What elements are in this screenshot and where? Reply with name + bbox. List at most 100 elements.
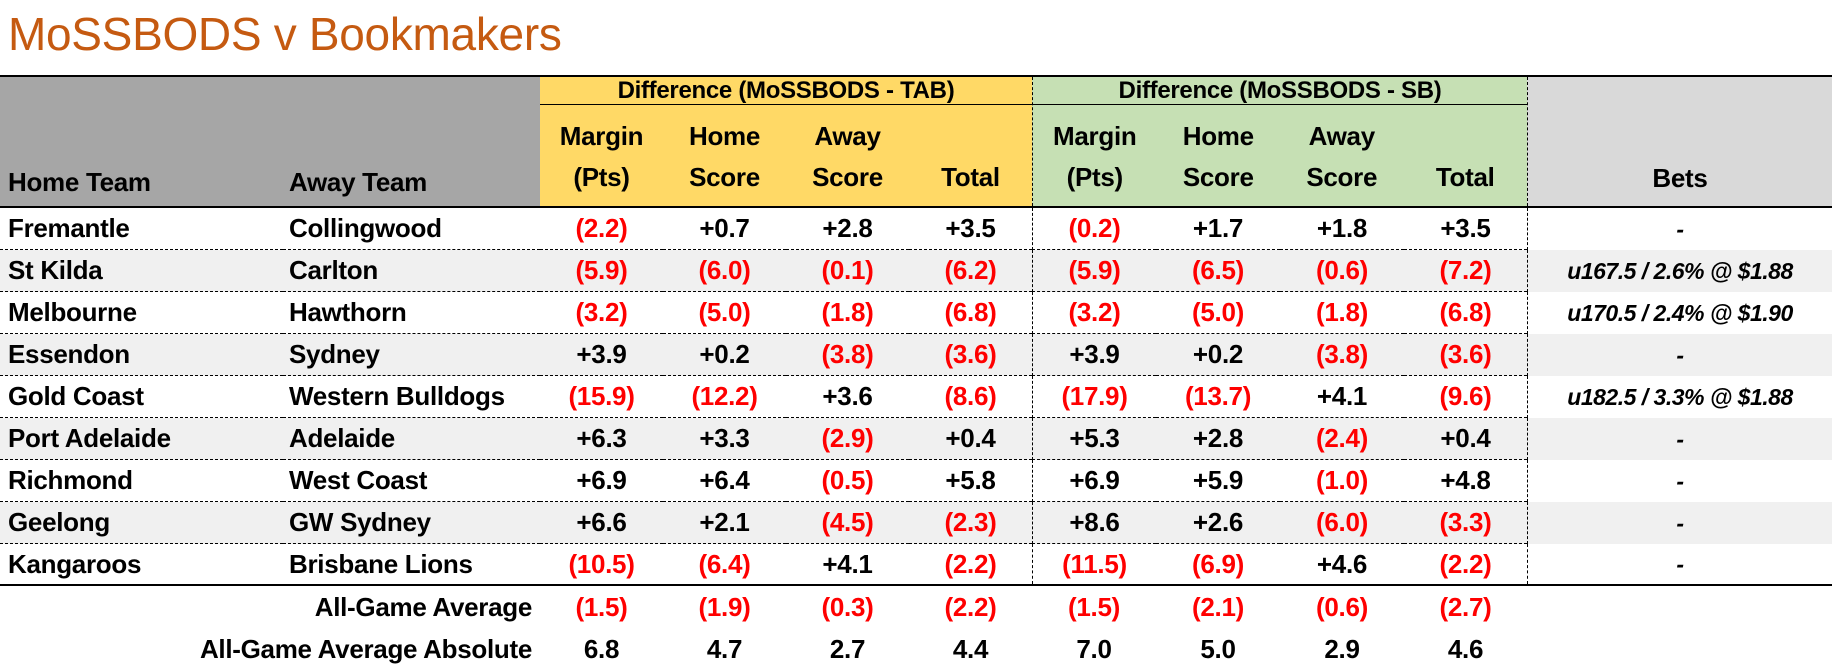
sb-total-cell: (7.2) (1404, 250, 1527, 292)
sb-home-score-cell: (13.7) (1156, 376, 1280, 418)
tab-home-score-cell: +6.4 (663, 460, 786, 502)
sb-margin-cell: +3.9 (1032, 334, 1156, 376)
home-team-cell: Kangaroos (8, 548, 142, 579)
home-team-cell: Essendon (0, 334, 283, 376)
sb-away-score-cell: +1.8 (1280, 208, 1404, 250)
table-row: Kangaroos Brisbane Lions (10.5) (6.4) +4… (0, 544, 1832, 586)
tab-margin-cell: (2.2) (540, 208, 663, 250)
tab-total-cell: (2.3) (909, 502, 1032, 544)
sb-margin-cell: (5.9) (1032, 250, 1156, 292)
sb-total-header: Total (1435, 162, 1495, 192)
sb-total-cell: +4.8 (1404, 460, 1527, 502)
tab-margin-cell: 6.8 (583, 633, 620, 664)
tab-away-score-cell: 2.7 (829, 633, 866, 664)
tab-home-score-cell: +0.7 (663, 208, 786, 250)
average-absolute-row: All-Game Average Absolute 6.8 4.7 2.7 4.… (0, 628, 1832, 669)
sb-home-score-cell: (2.1) (1192, 591, 1244, 622)
tab-home-score-cell: 4.7 (706, 633, 743, 664)
bet-cell: - (1527, 334, 1832, 376)
bets-header: Bets (1527, 77, 1832, 206)
tab-margin-cell: (3.2) (540, 292, 663, 334)
sb-home-score-cell: +1.7 (1156, 208, 1280, 250)
tab-away-score-cell: +2.8 (786, 208, 909, 250)
tab-home-score-cell: +2.1 (663, 502, 786, 544)
sb-away-score-cell: (1.0) (1280, 460, 1404, 502)
home-team-cell: Melbourne (0, 292, 283, 334)
sb-margin-cell: (11.5) (1032, 544, 1156, 584)
sb-away-score-cell: +4.6 (1316, 548, 1368, 579)
bet-cell: u167.5 / 2.6% @ $1.88 (1527, 250, 1832, 292)
bet-cell-empty (1527, 628, 1832, 669)
tab-total-cell: (6.2) (909, 250, 1032, 292)
table-row: St Kilda Carlton (5.9) (6.0) (0.1) (6.2)… (0, 250, 1832, 292)
sb-margin-cell: +8.6 (1032, 502, 1156, 544)
home-team-header: Home Team (8, 167, 151, 197)
sb-total-cell: (2.7) (1439, 591, 1492, 622)
away-team-cell: Hawthorn (283, 292, 540, 334)
tab-total-cell: (8.6) (909, 376, 1032, 418)
sb-margin-cell: +5.3 (1032, 418, 1156, 460)
sb-difference-section-header: Difference (MoSSBODS - SB) Margin (Pts) … (1032, 77, 1527, 206)
sb-margin-cell: (1.5) (1068, 591, 1120, 622)
tab-away-score-cell: (0.1) (786, 250, 909, 292)
sb-total-cell: (6.8) (1404, 292, 1527, 334)
tab-home-score-cell: (6.4) (698, 548, 751, 579)
away-team-cell: Western Bulldogs (283, 376, 540, 418)
sb-total-cell: (3.3) (1404, 502, 1527, 544)
sb-total-cell: +0.4 (1404, 418, 1527, 460)
away-team-cell: Sydney (283, 334, 540, 376)
away-team-cell: Carlton (283, 250, 540, 292)
bet-cell: u170.5 / 2.4% @ $1.90 (1527, 292, 1832, 334)
page-title: MoSSBODS v Bookmakers (8, 8, 562, 60)
sb-home-score-cell: +5.9 (1156, 460, 1280, 502)
tab-total-cell: +0.4 (909, 418, 1032, 460)
sb-home-score-cell: +2.6 (1156, 502, 1280, 544)
table-row: Essendon Sydney +3.9 +0.2 (3.8) (3.6) +3… (0, 334, 1832, 376)
home-team-cell: Geelong (0, 502, 283, 544)
tab-away-score-cell: (3.8) (786, 334, 909, 376)
table-header: Home Team Away Team Difference (MoSSBODS… (0, 75, 1832, 208)
tab-away-score-cell: (4.5) (786, 502, 909, 544)
home-team-cell: Fremantle (0, 208, 283, 250)
home-team-cell: Port Adelaide (0, 418, 283, 460)
away-team-header: Away Team (289, 167, 427, 197)
sb-group-label: Difference (MoSSBODS - SB) (1033, 77, 1527, 105)
bet-cell: u182.5 / 3.3% @ $1.88 (1527, 376, 1832, 418)
sb-home-score-header: Home Score (1182, 121, 1254, 192)
tab-home-score-cell: (12.2) (663, 376, 786, 418)
tab-home-score-header: Home Score (688, 121, 761, 192)
sb-home-score-cell: 5.0 (1200, 633, 1236, 664)
sb-margin-cell: +6.9 (1032, 460, 1156, 502)
bet-cell: - (1527, 418, 1832, 460)
tab-home-score-cell: (1.9) (698, 591, 751, 622)
tab-total-cell: +5.8 (909, 460, 1032, 502)
tab-margin-cell: (15.9) (540, 376, 663, 418)
table-row: Fremantle Collingwood (2.2) +0.7 +2.8 +3… (0, 208, 1832, 250)
sb-home-score-cell: +2.8 (1156, 418, 1280, 460)
sb-away-score-cell: (3.8) (1280, 334, 1404, 376)
home-team-cell: Richmond (0, 460, 283, 502)
tab-away-score-cell: (1.8) (786, 292, 909, 334)
tab-away-score-header: Away Score (812, 121, 883, 192)
tab-subheaders: Margin (Pts) Home Score Away Score Total (540, 105, 1032, 206)
tab-total-cell: (2.2) (944, 548, 997, 579)
sb-home-score-cell: (6.5) (1156, 250, 1280, 292)
sb-margin-cell: (0.2) (1032, 208, 1156, 250)
sb-subheaders: Margin (Pts) Home Score Away Score Total (1033, 105, 1527, 206)
tab-total-cell: (3.6) (909, 334, 1032, 376)
average-row: All-Game Average (1.5) (1.9) (0.3) (2.2)… (0, 586, 1832, 628)
tab-margin-cell: +6.6 (540, 502, 663, 544)
table-row: Geelong GW Sydney +6.6 +2.1 (4.5) (2.3) … (0, 502, 1832, 544)
tab-total-cell: (6.8) (909, 292, 1032, 334)
tab-total-cell: (2.2) (944, 591, 997, 622)
tab-total-cell: +3.5 (909, 208, 1032, 250)
tab-away-score-cell: (0.3) (821, 591, 874, 622)
tab-away-score-cell: (0.5) (786, 460, 909, 502)
sb-away-score-cell: (0.6) (1280, 250, 1404, 292)
sb-away-score-cell: (1.8) (1280, 292, 1404, 334)
tab-home-score-cell: +0.2 (663, 334, 786, 376)
home-team-cell: St Kilda (0, 250, 283, 292)
tab-total-header: Total (941, 162, 1000, 192)
tab-margin-cell: (1.5) (575, 591, 628, 622)
